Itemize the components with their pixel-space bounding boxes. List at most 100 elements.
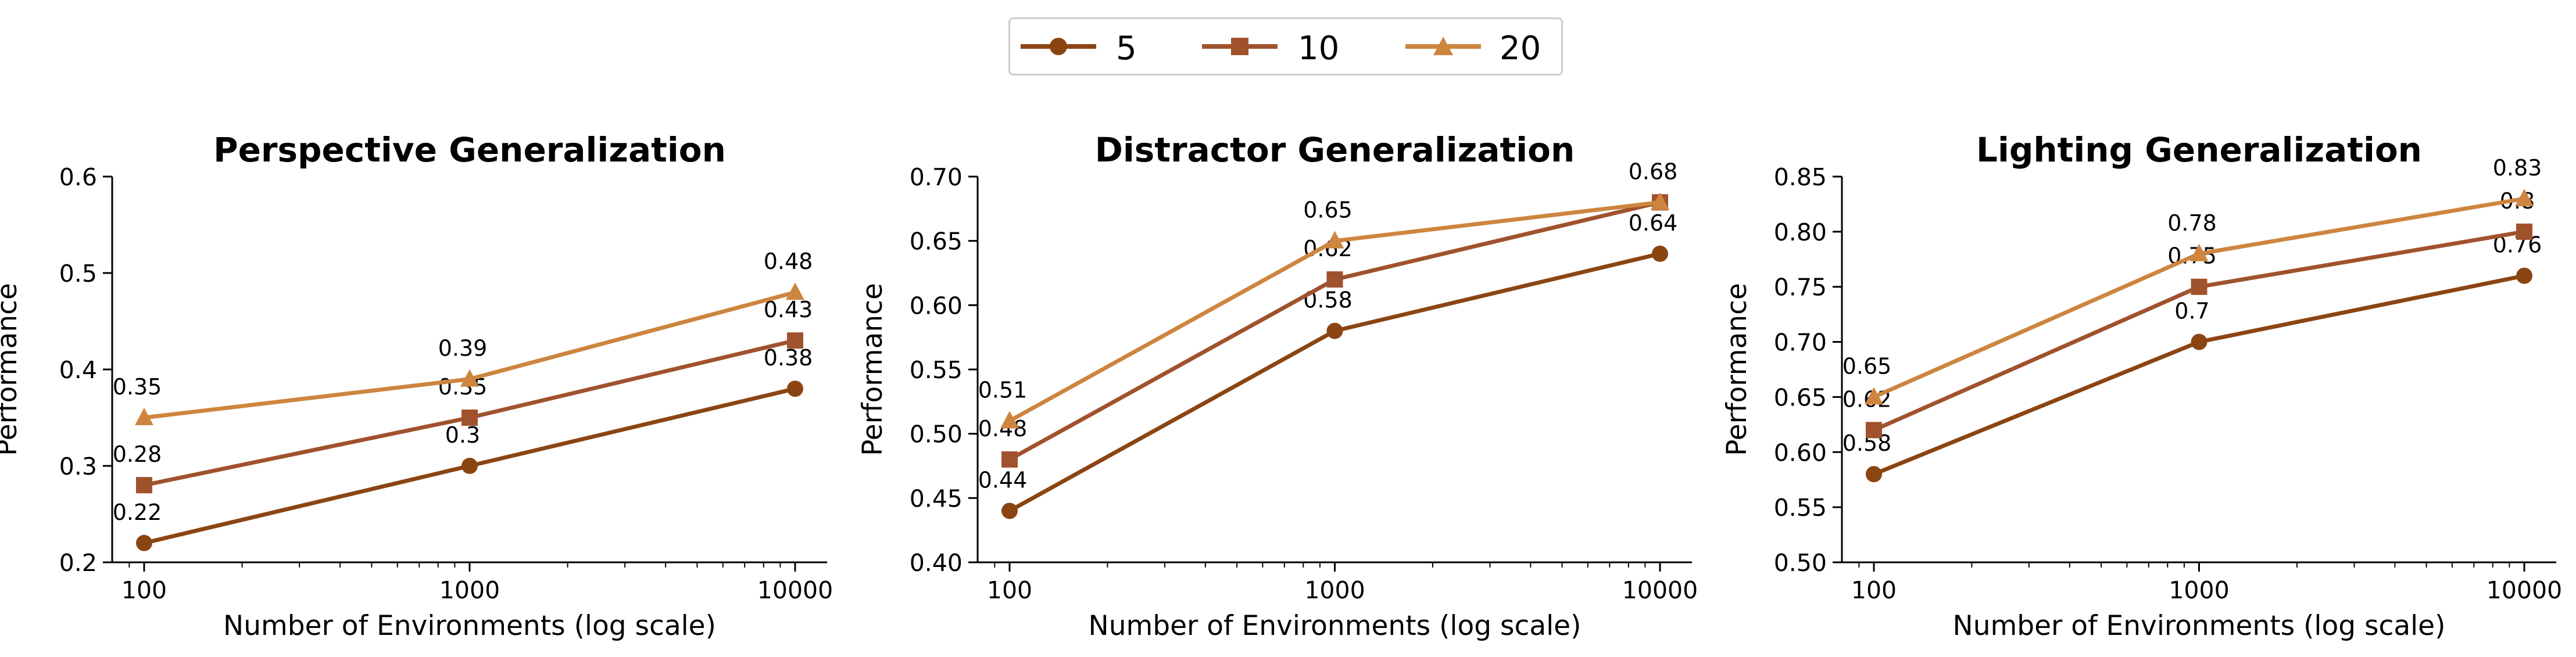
legend-label-5: 5 <box>1116 30 1137 67</box>
data-label: 0.43 <box>764 297 813 322</box>
data-point <box>1652 245 1668 262</box>
data-point <box>1000 411 1019 429</box>
data-point <box>2191 278 2208 295</box>
chart-panel-1: Perspective Generalization 0.2 0.3 0.4 0.5 0.… <box>0 130 833 642</box>
y-tick-label: 0.65 <box>910 228 963 256</box>
series-20: 0.51 0.65 0.68 <box>978 159 1678 429</box>
series-20: 0.35 0.39 0.48 <box>113 249 813 425</box>
chart-title: Distractor Generalization <box>1095 130 1575 170</box>
y-tick-label: 0.40 <box>910 549 963 577</box>
data-point <box>136 477 152 494</box>
y-tick-label: 0.4 <box>59 356 97 384</box>
y-tick-label: 0.2 <box>59 549 97 577</box>
x-tick-label: 10000 <box>757 576 833 604</box>
y-tick-label: 0.55 <box>910 356 963 384</box>
y-tick-label: 0.70 <box>1774 329 1827 357</box>
series-10: 0.480.62 <box>978 194 1668 468</box>
data-label: 0.83 <box>2493 155 2542 181</box>
data-label: 0.65 <box>1303 198 1353 223</box>
chart-panel-3: Lighting Generalization0.500.550.600.650… <box>1721 130 2562 642</box>
legend-item-20: 20 <box>1405 19 1562 74</box>
series-10: 0.28 0.35 0.43 <box>113 297 813 494</box>
data-point <box>461 458 478 474</box>
legend-marker-triangle-icon <box>1405 37 1481 55</box>
y-tick-label: 0.85 <box>1774 163 1827 191</box>
legend-marker-circle-icon <box>1021 38 1096 55</box>
data-point <box>1866 466 1882 483</box>
data-point <box>1001 502 1018 519</box>
chart-title: Lighting Generalization <box>1976 130 2422 170</box>
data-point <box>2515 188 2534 206</box>
y-axis-label: Performance <box>0 283 23 456</box>
legend-item-10: 10 <box>1202 19 1376 74</box>
data-label: 0.3 <box>445 422 480 448</box>
x-tick-label: 100 <box>987 576 1032 604</box>
data-point <box>1326 271 1343 288</box>
x-axis-label: Number of Environments (log scale) <box>1953 610 2446 642</box>
y-tick-label: 0.3 <box>59 453 97 480</box>
data-label: 0.78 <box>2167 210 2217 236</box>
data-label: 0.68 <box>1629 159 1678 184</box>
data-point <box>460 369 479 387</box>
x-axis-label: Number of Environments (log scale) <box>1089 610 1582 642</box>
series-5: 0.22 0.3 0.38 <box>113 345 813 551</box>
y-tick-label: 0.60 <box>1774 439 1827 466</box>
data-label: 0.22 <box>113 500 162 525</box>
chart-title: Perspective Generalization <box>213 130 726 170</box>
y-tick-label: 0.65 <box>1774 383 1827 411</box>
data-point <box>2516 267 2532 284</box>
y-tick-label: 0.50 <box>1774 549 1827 577</box>
x-tick-label: 1000 <box>1304 576 1365 604</box>
data-point <box>1866 422 1882 439</box>
data-point <box>135 408 153 425</box>
y-axis-label: Performance <box>857 283 889 456</box>
data-label: 0.38 <box>764 345 813 371</box>
data-label: 0.28 <box>113 441 162 467</box>
x-tick-label: 100 <box>1851 576 1897 604</box>
data-point <box>2516 223 2532 240</box>
data-label: 0.39 <box>438 336 488 361</box>
data-point <box>2189 243 2209 261</box>
data-point <box>461 410 478 426</box>
data-point <box>787 332 803 349</box>
y-tick-label: 0.5 <box>59 260 97 288</box>
series-20: 0.65 0.78 0.83 <box>1842 155 2542 405</box>
y-tick-label: 0.70 <box>910 163 963 191</box>
data-point <box>2191 333 2208 350</box>
y-tick-label: 0.75 <box>1774 274 1827 301</box>
x-axis-label: Number of Environments (log scale) <box>223 610 716 642</box>
x-tick-label: 10000 <box>1622 576 1698 604</box>
legend-label-20: 20 <box>1500 30 1541 67</box>
data-label: 0.51 <box>978 378 1028 403</box>
data-point <box>1325 231 1344 249</box>
data-label: 0.48 <box>978 416 1028 441</box>
data-point <box>1651 192 1669 210</box>
legend-label-10: 10 <box>1298 30 1340 67</box>
legend: 5 10 20 <box>1008 17 1563 76</box>
data-label: 0.7 <box>2174 299 2209 324</box>
legend-item-5: 5 <box>1010 19 1185 74</box>
legend-marker-square-icon <box>1202 38 1278 55</box>
x-tick-label: 1000 <box>439 576 500 604</box>
data-point <box>136 534 152 551</box>
x-tick-label: 1000 <box>2169 576 2229 604</box>
data-label: 0.65 <box>1842 353 1892 379</box>
data-label: 0.48 <box>764 249 813 274</box>
x-tick-label: 100 <box>121 576 167 604</box>
y-tick-label: 0.45 <box>910 484 963 512</box>
y-tick-label: 0.6 <box>59 163 97 191</box>
data-point <box>1326 322 1343 339</box>
data-label: 0.44 <box>978 467 1028 493</box>
data-point <box>786 282 804 300</box>
data-label: 0.35 <box>113 374 162 400</box>
y-axis-label: Performance <box>1721 283 1753 456</box>
data-point <box>1865 387 1883 405</box>
data-point <box>787 380 803 397</box>
chart-panel-2: Distractor Generalization 0.40 0.45 0.50 0.5… <box>857 130 1698 642</box>
y-tick-label: 0.55 <box>1774 494 1827 522</box>
y-tick-label: 0.80 <box>1774 218 1827 246</box>
y-tick-label: 0.50 <box>910 421 963 448</box>
series-5: 0.580.70.76 <box>1842 232 2542 483</box>
